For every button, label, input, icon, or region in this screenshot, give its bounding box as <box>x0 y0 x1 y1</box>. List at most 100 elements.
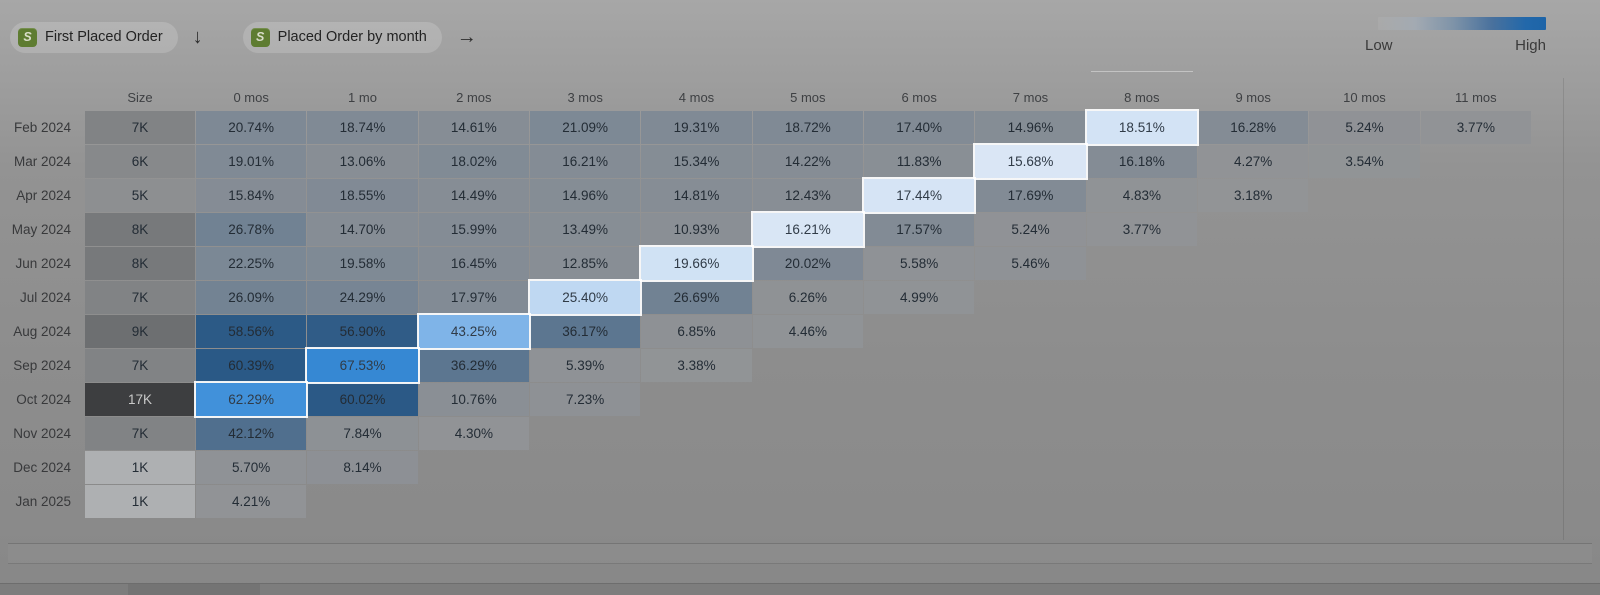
heatmap-cell[interactable]: 16.21% <box>530 145 641 178</box>
cohort-size-cell[interactable]: 8K <box>85 247 195 280</box>
heatmap-cell[interactable]: 15.99% <box>418 213 529 246</box>
heatmap-cell[interactable]: 5.24% <box>975 213 1086 246</box>
heatmap-cell[interactable]: 17.44% <box>864 179 975 212</box>
empty-cell <box>975 383 1085 416</box>
heatmap-cell[interactable]: 5.58% <box>864 247 975 280</box>
heatmap-cell[interactable]: 42.12% <box>196 417 307 450</box>
heatmap-cell[interactable]: 16.18% <box>1086 145 1197 178</box>
heatmap-cell[interactable]: 3.18% <box>1198 179 1309 212</box>
heatmap-cell[interactable]: 14.96% <box>530 179 641 212</box>
heatmap-cell[interactable]: 4.83% <box>1086 179 1197 212</box>
cohort-size-cell[interactable]: 1K <box>85 451 195 484</box>
heatmap-cell[interactable]: 25.40% <box>530 281 641 314</box>
heatmap-cell[interactable]: 4.99% <box>864 281 975 314</box>
heatmap-cell[interactable]: 20.74% <box>196 111 307 144</box>
heatmap-cell[interactable]: 4.21% <box>196 485 307 518</box>
heatmap-cell[interactable]: 18.51% <box>1086 111 1197 144</box>
heatmap-cell[interactable]: 19.58% <box>307 247 418 280</box>
heatmap-cell[interactable]: 10.76% <box>418 383 529 416</box>
heatmap-cell[interactable]: 17.57% <box>864 213 975 246</box>
heatmap-cell[interactable]: 3.77% <box>1420 111 1531 144</box>
heatmap-cell[interactable]: 26.78% <box>196 213 307 246</box>
heatmap-cell[interactable]: 12.85% <box>530 247 641 280</box>
cohort-size-cell[interactable]: 7K <box>85 111 195 144</box>
heatmap-cell[interactable]: 21.09% <box>530 111 641 144</box>
heatmap-cell[interactable]: 17.40% <box>864 111 975 144</box>
heatmap-cell[interactable]: 4.46% <box>752 315 863 348</box>
heatmap-cell[interactable]: 14.49% <box>418 179 529 212</box>
heatmap-cell[interactable]: 5.70% <box>196 451 307 484</box>
cohort-row-label: Oct 2024 <box>16 392 71 407</box>
heatmap-cell[interactable]: 14.96% <box>975 111 1086 144</box>
cohort-size-cell[interactable]: 1K <box>85 485 195 518</box>
empty-cell <box>1087 281 1197 314</box>
heatmap-cell[interactable]: 36.29% <box>418 349 529 382</box>
heatmap-cell[interactable]: 7.84% <box>307 417 418 450</box>
arrow-down-icon[interactable]: ↓ <box>192 26 203 48</box>
heatmap-cell[interactable]: 15.84% <box>196 179 307 212</box>
heatmap-cell[interactable]: 18.74% <box>307 111 418 144</box>
heatmap-cell[interactable]: 36.17% <box>530 315 641 348</box>
heatmap-cell[interactable]: 4.30% <box>418 417 529 450</box>
event-pill-first-placed-order[interactable]: S First Placed Order <box>10 21 178 53</box>
heatmap-cell[interactable]: 12.43% <box>752 179 863 212</box>
heatmap-cell[interactable]: 16.45% <box>418 247 529 280</box>
cohort-size-cell[interactable]: 5K <box>85 179 195 212</box>
heatmap-cell[interactable]: 18.55% <box>307 179 418 212</box>
cohort-size-cell[interactable]: 17K <box>85 383 195 416</box>
heatmap-cell[interactable]: 16.21% <box>752 213 863 246</box>
heatmap-cell[interactable]: 18.02% <box>418 145 529 178</box>
heatmap-cell[interactable]: 14.61% <box>418 111 529 144</box>
heatmap-cell[interactable]: 13.49% <box>530 213 641 246</box>
cohort-size-cell[interactable]: 7K <box>85 417 195 450</box>
heatmap-cell[interactable]: 11.83% <box>864 145 975 178</box>
heatmap-cell[interactable]: 14.22% <box>752 145 863 178</box>
heatmap-cell[interactable]: 5.39% <box>530 349 641 382</box>
heatmap-cell[interactable]: 3.38% <box>641 349 752 382</box>
heatmap-cell[interactable]: 6.26% <box>752 281 863 314</box>
heatmap-cell[interactable]: 58.56% <box>196 315 307 348</box>
heatmap-cell[interactable]: 67.53% <box>307 349 418 382</box>
heatmap-cell[interactable]: 22.25% <box>196 247 307 280</box>
heatmap-cell[interactable]: 3.77% <box>1086 213 1197 246</box>
heatmap-cell[interactable]: 14.81% <box>641 179 752 212</box>
cohort-size-cell[interactable]: 9K <box>85 315 195 348</box>
heatmap-cell[interactable]: 10.93% <box>641 213 752 246</box>
cohort-row-label: Dec 2024 <box>13 460 71 475</box>
heatmap-cell[interactable]: 13.06% <box>307 145 418 178</box>
heatmap-cell[interactable]: 60.02% <box>307 383 418 416</box>
heatmap-cell[interactable]: 14.70% <box>307 213 418 246</box>
cohort-size-cell[interactable]: 7K <box>85 349 195 382</box>
heatmap-cell[interactable]: 19.01% <box>196 145 307 178</box>
heatmap-cell[interactable]: 7.23% <box>530 383 641 416</box>
heatmap-cell[interactable]: 20.02% <box>752 247 863 280</box>
heatmap-cell[interactable]: 6.85% <box>641 315 752 348</box>
cohort-size-cell[interactable]: 6K <box>85 145 195 178</box>
heatmap-cell[interactable]: 8.14% <box>307 451 418 484</box>
heatmap-cell[interactable]: 5.46% <box>975 247 1086 280</box>
heatmap-cell[interactable]: 17.97% <box>418 281 529 314</box>
chart-controls-bar: S First Placed Order ↓ S Placed Order by… <box>10 21 477 53</box>
heatmap-cell[interactable]: 3.54% <box>1309 145 1420 178</box>
heatmap-cell[interactable]: 19.66% <box>641 247 752 280</box>
cohort-size-cell[interactable]: 7K <box>85 281 195 314</box>
heatmap-cell[interactable]: 26.09% <box>196 281 307 314</box>
heatmap-cell[interactable]: 62.29% <box>196 383 307 416</box>
heatmap-cell[interactable]: 4.27% <box>1198 145 1309 178</box>
heatmap-cell[interactable]: 18.72% <box>752 111 863 144</box>
cohort-size-cell[interactable]: 8K <box>85 213 195 246</box>
event-pill-placed-order-by-month[interactable]: S Placed Order by month <box>242 21 442 53</box>
heatmap-cell[interactable]: 60.39% <box>196 349 307 382</box>
heatmap-cell[interactable]: 15.34% <box>641 145 752 178</box>
heatmap-cell[interactable]: 24.29% <box>307 281 418 314</box>
arrow-right-icon[interactable]: → <box>456 26 477 48</box>
heatmap-cell[interactable]: 26.69% <box>641 281 752 314</box>
heatmap-cell[interactable]: 17.69% <box>975 179 1086 212</box>
empty-cell <box>1309 383 1419 416</box>
heatmap-cell[interactable]: 56.90% <box>307 315 418 348</box>
heatmap-cell[interactable]: 43.25% <box>418 315 529 348</box>
heatmap-cell[interactable]: 16.28% <box>1198 111 1309 144</box>
heatmap-cell[interactable]: 5.24% <box>1309 111 1420 144</box>
heatmap-cell[interactable]: 19.31% <box>641 111 752 144</box>
heatmap-cell[interactable]: 15.68% <box>975 145 1086 178</box>
